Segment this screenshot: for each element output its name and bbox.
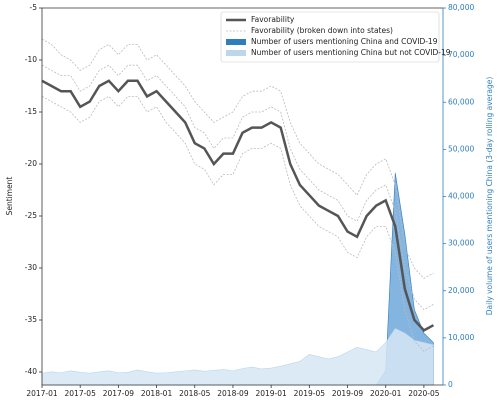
state-line <box>41 64 434 311</box>
state-line <box>41 95 434 352</box>
legend-label: Number of users mentioning China and COV… <box>251 37 438 46</box>
legend-label: Favorability <box>251 15 295 24</box>
y2-tick-label: 60,000 <box>448 97 474 106</box>
y-tick-label: -15 <box>25 107 37 116</box>
x-tick-label: 2019-09 <box>332 389 364 398</box>
legend-box <box>220 11 440 63</box>
y2-axis-label: Daily volume of users mentioning China (… <box>485 77 494 316</box>
y2-tick-label: 10,000 <box>448 333 474 342</box>
x-tick-label: 2019-05 <box>294 389 326 398</box>
y2-tick-label: 30,000 <box>448 239 474 248</box>
legend-swatch <box>226 39 246 45</box>
y-tick-label: -35 <box>25 315 37 324</box>
y-axis-label: Sentiment <box>5 177 14 216</box>
y2-tick-label: 50,000 <box>448 144 474 153</box>
x-tick-label: 2019-01 <box>255 389 287 398</box>
x-tick-label: 2018-05 <box>179 389 211 398</box>
legend-swatch <box>226 50 246 56</box>
y2-tick-label: 40,000 <box>448 192 474 201</box>
volume-area <box>41 328 434 386</box>
x-tick-label: 2017-05 <box>65 389 97 398</box>
y-tick-label: -25 <box>25 211 37 220</box>
x-tick-label: 2017-01 <box>26 389 58 398</box>
y2-tick-label: 0 <box>448 380 453 389</box>
x-tick-label: 2017-09 <box>103 389 135 398</box>
y-tick-label: -30 <box>25 263 37 272</box>
x-tick-label: 2020-05 <box>408 389 440 398</box>
y2-tick-label: 20,000 <box>448 286 474 295</box>
y2-tick-label: 70,000 <box>448 50 474 59</box>
y-tick-label: -5 <box>30 3 38 12</box>
legend-label: Number of users mentioning China but not… <box>251 48 451 57</box>
y-tick-label: -10 <box>25 55 37 64</box>
x-tick-label: 2018-01 <box>141 389 173 398</box>
x-tick-label: 2018-09 <box>217 389 249 398</box>
y-tick-label: -40 <box>25 367 37 376</box>
y-tick-label: -20 <box>25 159 37 168</box>
y2-tick-label: 80,000 <box>448 3 474 12</box>
legend-label: Favorability (broken down into states) <box>251 26 393 35</box>
state-line <box>41 38 434 279</box>
favorability-line <box>41 79 435 332</box>
x-tick-label: 2020-01 <box>370 389 402 398</box>
